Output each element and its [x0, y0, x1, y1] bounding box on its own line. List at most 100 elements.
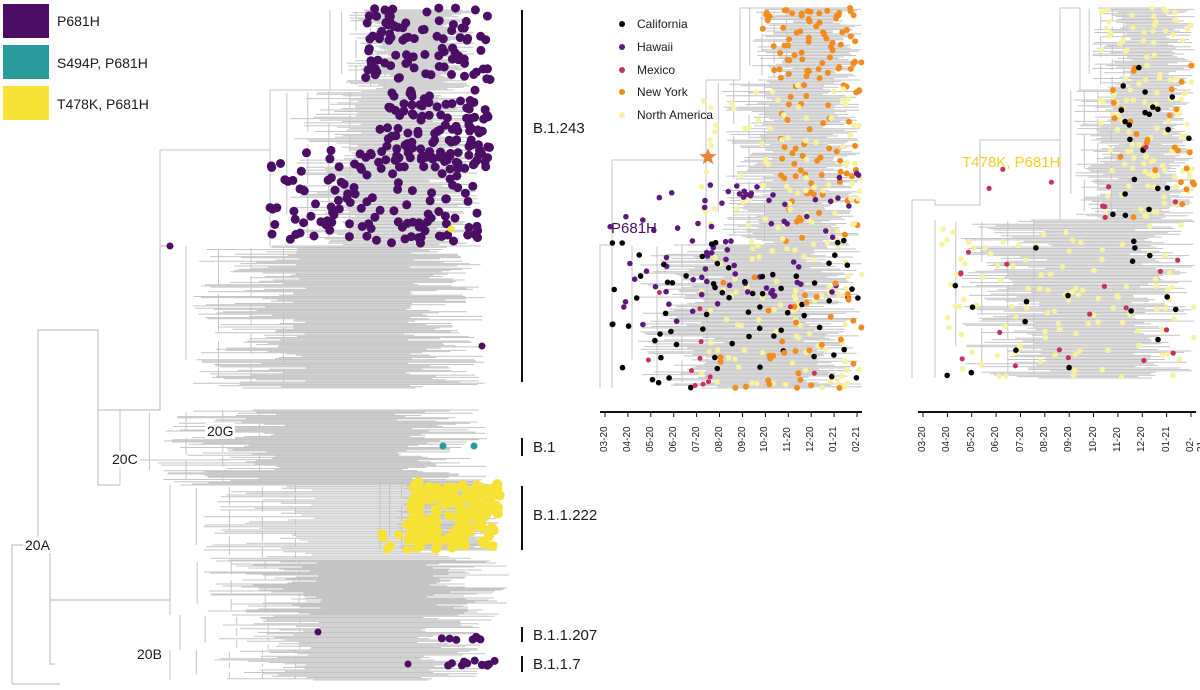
tip-marker [280, 175, 290, 185]
tip-marker [720, 279, 727, 286]
tip-marker [789, 10, 796, 17]
tip-marker [448, 180, 458, 190]
tip-marker [798, 10, 805, 17]
clade-label-b11207: B.1.1.207 [533, 627, 598, 644]
tip-marker [783, 183, 790, 189]
tip-marker [749, 290, 756, 297]
tip-marker [375, 124, 385, 134]
tip-marker [1167, 77, 1173, 83]
tip-marker [289, 206, 299, 216]
tip-marker [784, 56, 791, 63]
tip-marker [1136, 64, 1142, 71]
tip-marker [748, 238, 755, 245]
tip-marker [765, 307, 772, 314]
tip-marker [795, 370, 802, 377]
tip-marker [846, 118, 852, 125]
tip-marker [656, 290, 662, 295]
tip-marker [827, 198, 834, 205]
tip-marker [374, 157, 384, 167]
tip-marker [1076, 348, 1083, 354]
tip-marker [462, 113, 472, 123]
tip-marker [1144, 62, 1150, 69]
tip-marker [1173, 183, 1179, 190]
tip-marker [773, 328, 779, 335]
tip-marker [383, 123, 392, 133]
tip-marker [1183, 165, 1190, 172]
tip-marker [799, 152, 806, 159]
tip-marker [948, 281, 954, 288]
axis-tick-label: 10-20 [759, 426, 771, 452]
tip-marker [425, 91, 434, 101]
tip-marker [386, 33, 396, 42]
tip-marker [1117, 153, 1124, 160]
tip-marker [744, 289, 751, 295]
tip-marker [708, 339, 714, 346]
tip-marker [1181, 90, 1188, 97]
tip-marker [621, 304, 627, 310]
tip-marker [668, 190, 675, 196]
tip-marker [813, 293, 820, 300]
tip-marker [805, 38, 812, 45]
tip-marker [751, 274, 758, 281]
tip-marker [1095, 295, 1102, 302]
tip-marker [426, 213, 436, 223]
tip-marker [714, 365, 721, 372]
tip-marker [1170, 372, 1176, 378]
tip-marker [377, 26, 387, 36]
tip-marker [789, 150, 796, 157]
tip-marker [714, 260, 721, 267]
tip-marker [623, 213, 629, 220]
tip-marker [669, 280, 676, 286]
tip-marker [781, 7, 788, 14]
tip-marker [778, 327, 784, 334]
tip-marker [325, 225, 335, 235]
tip-marker [370, 212, 380, 222]
tip-marker [1101, 283, 1107, 289]
tip-marker [1154, 172, 1161, 179]
tip-marker [787, 187, 793, 194]
tip-marker [1066, 248, 1072, 254]
tip-marker [470, 112, 480, 122]
tip-marker [708, 250, 715, 256]
tip-marker [1077, 239, 1084, 246]
tip-marker [1171, 9, 1178, 16]
tip-marker [849, 173, 855, 180]
tip-marker [826, 182, 832, 188]
tip-marker [719, 289, 726, 296]
tip-marker [1136, 80, 1142, 87]
tip-marker [1161, 6, 1168, 12]
tip-marker [771, 292, 778, 299]
tip-marker [808, 382, 815, 389]
node-label-20c: 20C [110, 451, 140, 467]
tip-marker [805, 67, 812, 74]
tip-marker [1000, 239, 1006, 245]
tip-marker [424, 110, 434, 120]
tip-marker [714, 347, 721, 353]
tip-marker [781, 42, 788, 49]
tip-marker [769, 287, 776, 294]
tip-marker [940, 226, 946, 232]
t478k-single-tip [447, 225, 455, 233]
tip-marker [787, 304, 793, 310]
tip-marker [1142, 212, 1148, 219]
tip-marker [836, 384, 843, 391]
tip-marker [775, 97, 781, 104]
tip-marker [722, 238, 729, 245]
tip-marker [1065, 292, 1071, 299]
tip-marker [322, 216, 332, 226]
axis-tick-label: 02-21 [1185, 437, 1200, 452]
tip-marker [1108, 30, 1114, 37]
tip-marker [438, 34, 448, 44]
tip-marker [1099, 366, 1105, 373]
time-axes [600, 411, 1196, 417]
tip-marker [742, 383, 749, 390]
tip-marker [791, 160, 798, 167]
california-dot [619, 21, 625, 27]
tip-marker [409, 110, 418, 120]
tip-marker [389, 206, 399, 216]
tip-marker [1150, 39, 1157, 46]
tip-marker [769, 248, 776, 254]
tip-marker [370, 4, 380, 14]
hawaii-dot [619, 44, 625, 50]
tip-marker [1184, 26, 1191, 32]
